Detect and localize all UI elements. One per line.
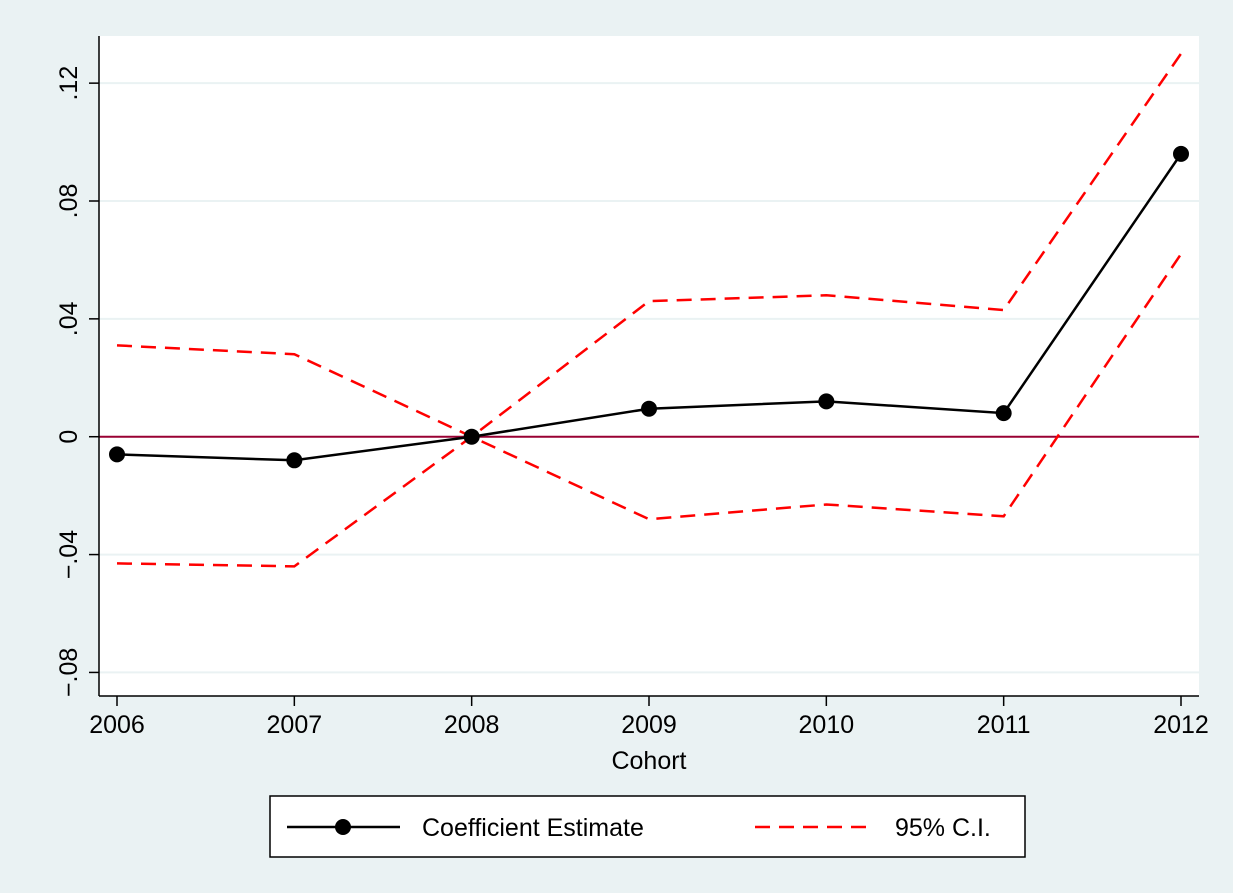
y-tick-label: .12	[55, 66, 83, 101]
x-tick-label: 2010	[799, 711, 855, 739]
y-tick-label: 0	[55, 430, 83, 444]
legend-estimate-label: Coefficient Estimate	[422, 814, 644, 842]
estimate-point	[818, 393, 835, 410]
estimate-point	[109, 446, 125, 463]
estimate-point	[286, 452, 303, 469]
y-tick-label: .04	[55, 301, 83, 336]
y-tick-label: −.08	[55, 648, 83, 697]
estimate-point	[995, 405, 1012, 422]
plot-area	[99, 36, 1199, 696]
x-tick-label: 2006	[89, 711, 145, 739]
x-tick-label: 2008	[444, 711, 500, 739]
grid-lines	[99, 82, 1199, 674]
series-group	[109, 52, 1189, 568]
y-tick-label: .08	[55, 184, 83, 219]
estimate-point	[1173, 145, 1189, 162]
estimate-point	[463, 428, 480, 445]
ci-lower-line	[116, 253, 1183, 568]
legend-estimate-marker	[335, 819, 351, 835]
x-tick-label: 2007	[267, 711, 323, 739]
x-tick-label: 2009	[621, 711, 677, 739]
ticks-group: −.08 −.04 0 .04 .08 .12 2006 2007 2008 2009 2010 20…	[55, 66, 1209, 739]
x-axis-title: Cohort	[611, 747, 686, 775]
legend: Coefficient Estimate 95% C.I.	[269, 795, 1026, 858]
x-tick-label: 2012	[1153, 711, 1209, 739]
ci-upper-line	[116, 52, 1183, 439]
y-tick-label: −.04	[55, 530, 83, 579]
estimate-point	[641, 400, 657, 417]
legend-ci-label: 95% C.I.	[895, 814, 991, 842]
x-tick-label: 2011	[977, 711, 1031, 739]
